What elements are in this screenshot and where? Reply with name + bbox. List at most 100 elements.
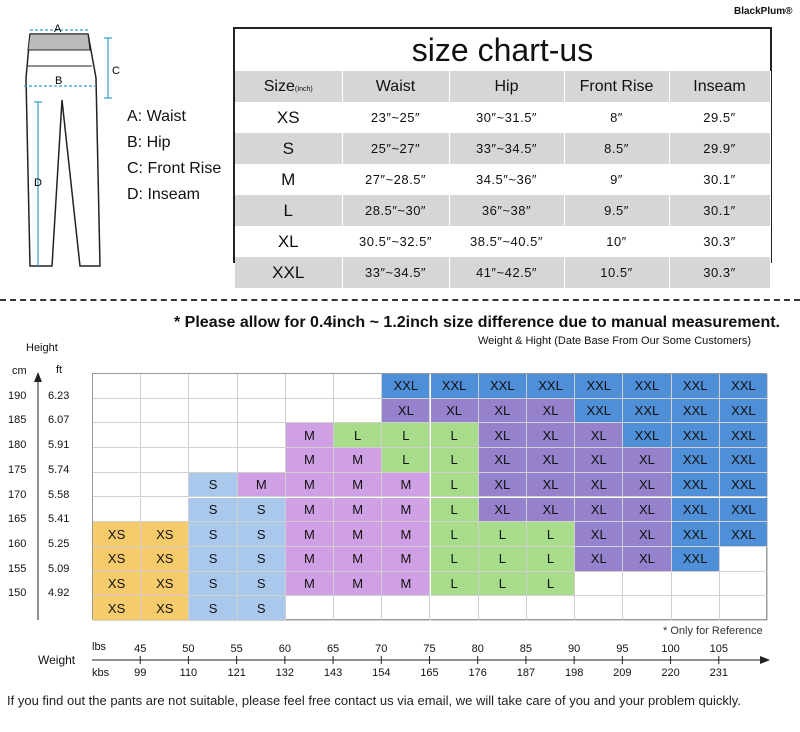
grid-cell [719, 546, 768, 572]
header-size: Size(Inch) [235, 71, 343, 102]
grid-cell: L [478, 522, 527, 547]
inseam-cell: 30.1″ [669, 195, 771, 226]
height-cm-tick: 180 [8, 439, 27, 452]
grid-cell [141, 497, 190, 523]
grid-cell: M [285, 472, 335, 498]
weight-kbs-tick: 121 [227, 667, 246, 679]
grid-cell [623, 596, 672, 621]
grid-cell: XXL [671, 374, 720, 399]
grid-cell: M [334, 546, 383, 572]
grid-cell: L [430, 472, 479, 498]
grid-cell: XXL [719, 423, 768, 449]
size-row: M 27″~28.5″ 34.5″~36″ 9″ 30.1″ [235, 164, 771, 195]
grid-cell [141, 398, 190, 424]
grid-cell: XL [478, 448, 527, 473]
grid-cell: M [285, 423, 335, 449]
weight-kbs-tick: 198 [564, 667, 584, 679]
grid-cell: M [237, 472, 286, 498]
dashed-divider [0, 299, 800, 301]
height-ft-tick: 6.07 [48, 414, 70, 427]
grid-cell: M [382, 546, 431, 572]
grid-cell: XXL [719, 374, 768, 399]
grid-cell [671, 571, 720, 597]
grid-cell: XL [575, 472, 624, 498]
lbs-axis-label: lbs [92, 641, 107, 653]
grid-cell: XXL [430, 374, 479, 399]
height-ft-tick: 5.25 [48, 537, 70, 550]
waist-cell: 30.5″~32.5″ [342, 226, 450, 257]
weight-kbs-tick: 187 [516, 667, 536, 679]
size-cell: XS [235, 102, 343, 133]
grid-cell: L [526, 571, 576, 597]
height-cm-tick: 175 [8, 463, 27, 476]
grid-cell: XXL [671, 472, 720, 498]
weight-axis [92, 656, 770, 664]
size-row: XS 23″~25″ 30″~31.5″ 8″ 29.5″ [235, 102, 771, 133]
grid-cell [575, 596, 624, 621]
waist-cell: 23″~25″ [342, 102, 450, 133]
grid-cell: XXL [478, 374, 527, 399]
weight-kbs-tick: 165 [420, 667, 439, 679]
grid-cell: L [478, 571, 527, 597]
waist-cell: 33″~34.5″ [342, 257, 450, 288]
grid-cell: S [237, 497, 286, 523]
grid-cell: S [189, 571, 238, 597]
height-ft-tick: 5.91 [48, 439, 70, 452]
grid-cell: XS [141, 546, 190, 572]
grid-cell: M [382, 472, 431, 498]
grid-cell: XL [526, 497, 576, 523]
inseam-cell: 29.9″ [669, 133, 771, 164]
grid-cell: XL [478, 472, 527, 498]
inseam-cell: 29.5″ [669, 102, 771, 133]
size-cell: S [235, 133, 343, 164]
grid-cell: XL [526, 448, 576, 473]
grid-cell: XXL [719, 448, 768, 473]
size-cell: M [235, 164, 343, 195]
grid-cell: XXL [526, 374, 576, 399]
grid-cell: XL [575, 448, 624, 473]
grid-cell: M [334, 571, 383, 597]
grid-cell: XL [526, 398, 576, 424]
rise-cell: 8″ [564, 102, 670, 133]
grid-cell: XS [93, 571, 142, 597]
grid-cell [237, 374, 286, 399]
grid-cell [285, 398, 335, 424]
grid-cell [189, 448, 238, 473]
grid-cell: S [237, 571, 286, 597]
grid-cell: XXL [575, 374, 624, 399]
grid-cell: S [189, 472, 238, 498]
weight-lbs-tick: 85 [519, 643, 533, 655]
grid-cell [237, 398, 286, 424]
grid-cell: S [237, 522, 286, 547]
grid-cell [237, 448, 286, 473]
weight-lbs-tick: 75 [423, 643, 436, 655]
grid-cell: XL [575, 522, 624, 547]
size-chart-title: size chart-us [411, 32, 594, 68]
grid-cell: XL [478, 423, 527, 449]
weight-kbs-tick: 220 [661, 667, 680, 679]
footer-text: If you find out the pants are not suitab… [7, 693, 741, 708]
grid-cell: S [237, 596, 286, 621]
grid-cell [334, 596, 383, 621]
weight-kbs-tick: 209 [613, 667, 632, 679]
height-cm-tick: 150 [8, 587, 27, 600]
grid-cell [93, 423, 142, 449]
header-waist: Waist [342, 71, 450, 102]
size-header-row: Size(Inch) Waist Hip Front Rise Inseam [235, 71, 771, 102]
rise-cell: 9″ [564, 164, 670, 195]
grid-cell: S [237, 546, 286, 572]
grid-cell [623, 571, 672, 597]
weight-axis-title: Weight [38, 653, 76, 667]
weight-lbs-tick: 50 [182, 643, 195, 655]
height-cm-tick: 155 [8, 562, 27, 575]
grid-cell [189, 423, 238, 449]
grid-cell: XS [141, 596, 190, 621]
weight-lbs-tick: 45 [134, 643, 147, 655]
height-cm-tick: 190 [8, 389, 27, 402]
grid-cell: XS [141, 571, 190, 597]
grid-cell [141, 472, 190, 498]
brand-logo: BlackPlum® [734, 6, 793, 17]
grid-cell: M [334, 472, 383, 498]
grid-cell [285, 374, 335, 399]
grid-cell: XL [623, 546, 672, 572]
